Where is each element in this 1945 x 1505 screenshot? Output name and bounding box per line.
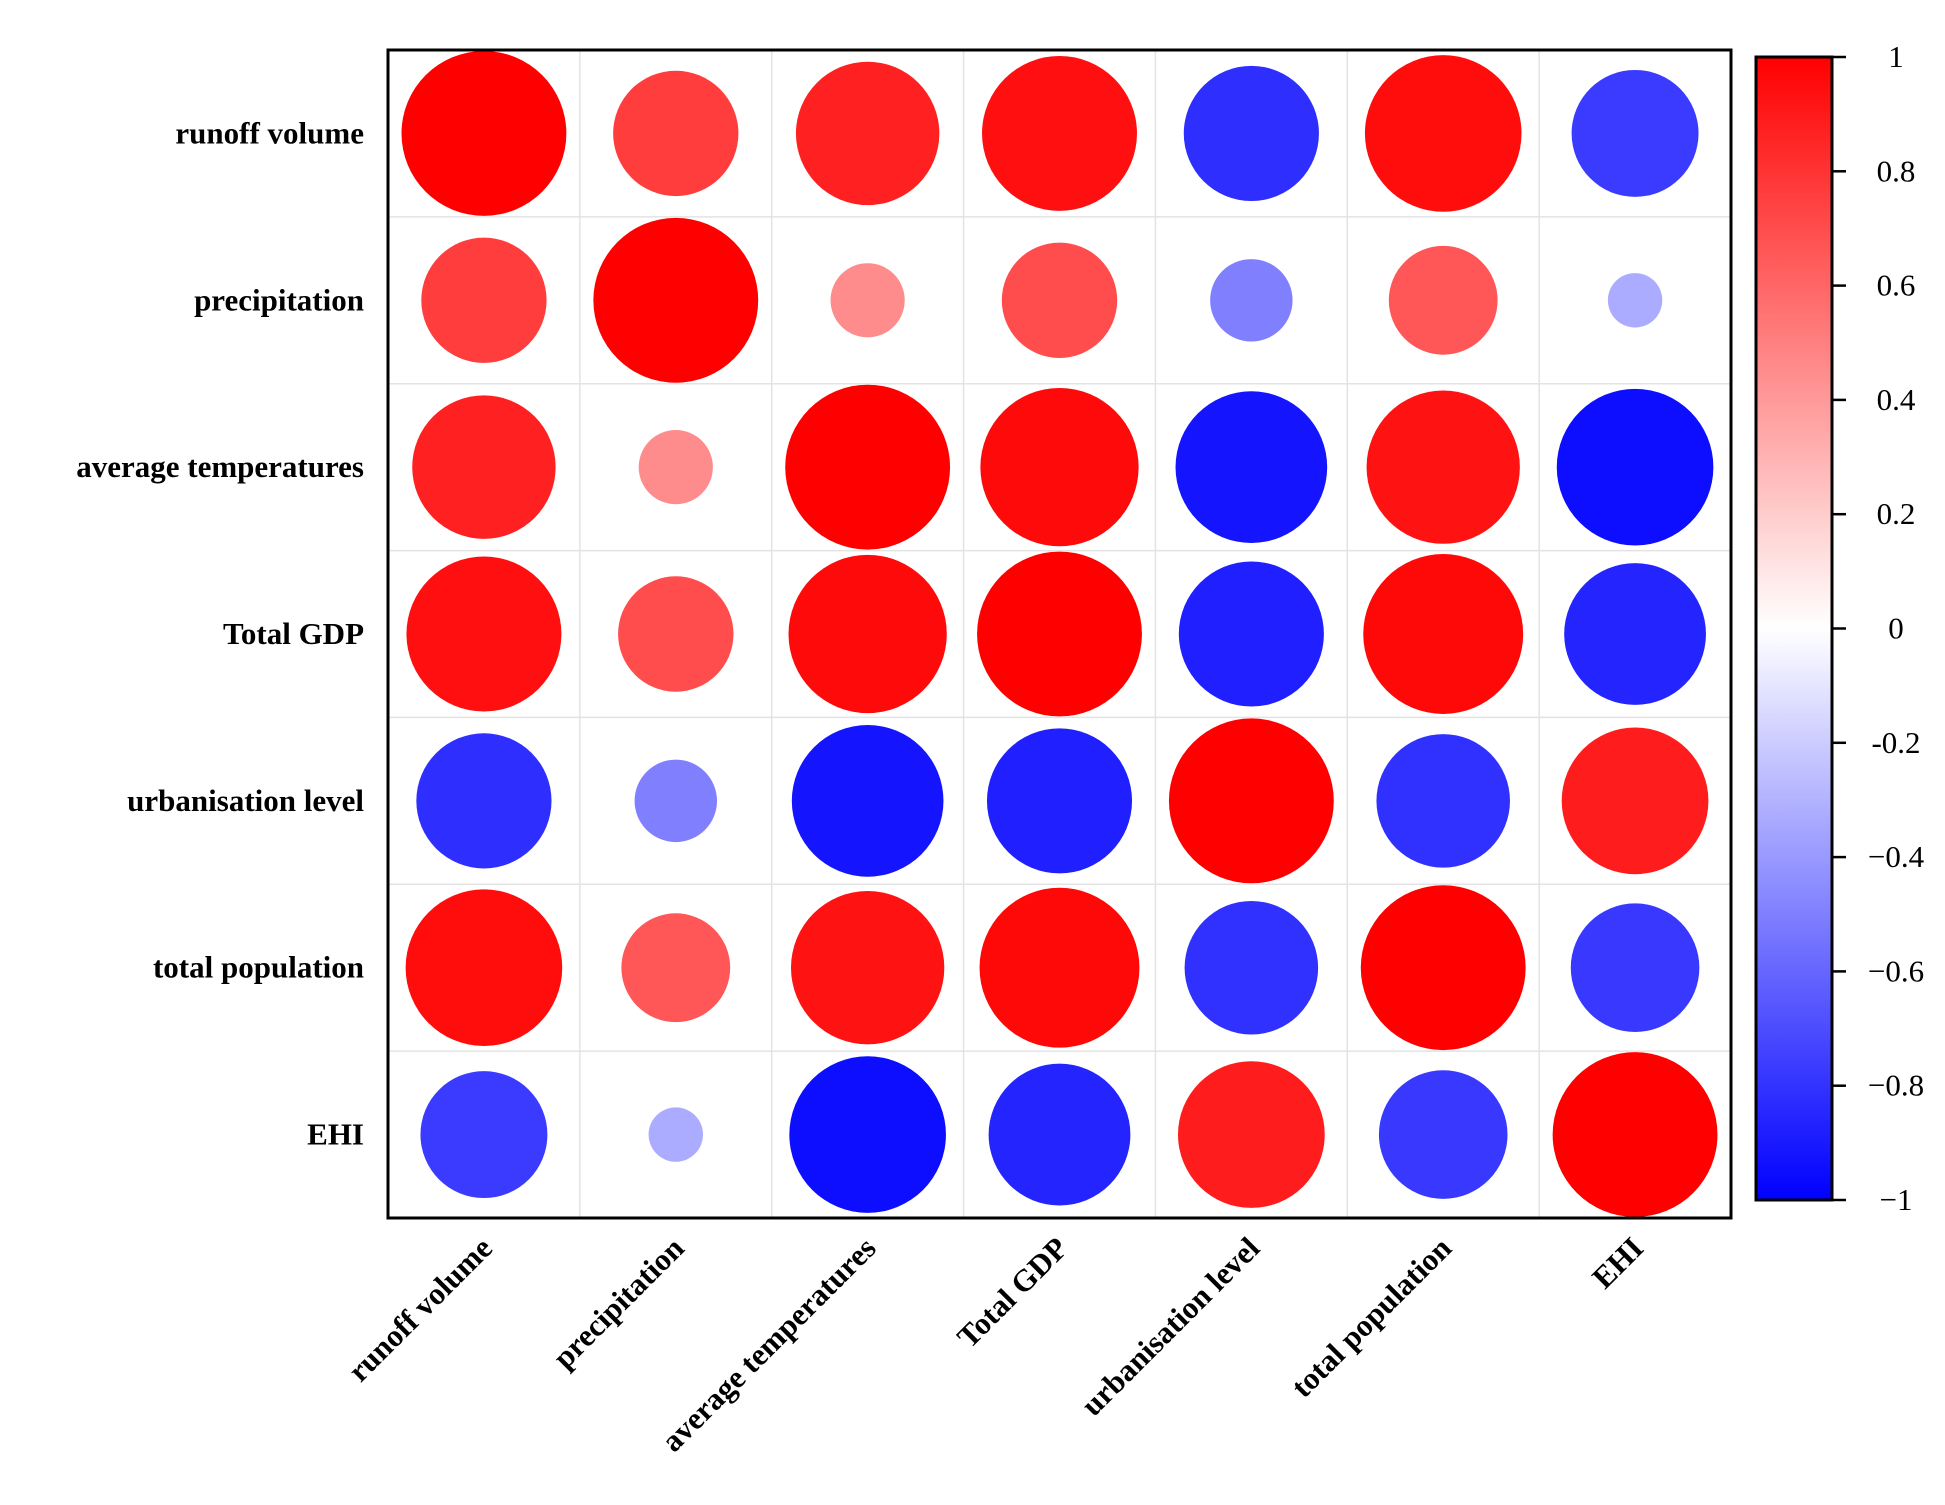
colorbar-tick-label-9: −0.8 xyxy=(1868,1068,1924,1103)
colorbar-tick-label-10: −1 xyxy=(1880,1182,1913,1217)
corr-circle-r4-c3 xyxy=(986,728,1133,874)
corr-circle-r5-c4 xyxy=(1184,900,1319,1035)
row-label-1: precipitation xyxy=(194,282,364,317)
colorbar-tick-label-3: 0.4 xyxy=(1877,382,1916,417)
corr-circle-r2-c3 xyxy=(980,388,1139,547)
corr-circle-r2-c6 xyxy=(1556,388,1714,546)
corr-circle-r3-c5 xyxy=(1363,554,1524,714)
corr-circle-r5-c3 xyxy=(979,887,1140,1048)
corr-circle-r0-c1 xyxy=(613,70,739,197)
corr-circle-r0-c6 xyxy=(1571,69,1699,197)
correlation-circles xyxy=(401,51,1718,1217)
corr-circle-r4-c1 xyxy=(634,759,717,843)
colorbar: 1 0.8 0.6 0.4 0.2 0 -0.2 −0.4 −0.6 −0.8 −1 xyxy=(1754,39,1925,1217)
corr-circle-r0-c0 xyxy=(401,51,567,216)
corr-circle-r1-c1 xyxy=(593,217,759,383)
corr-circle-r2-c0 xyxy=(412,395,556,539)
corr-circle-r2-c2 xyxy=(785,384,951,550)
corr-circle-r3-c1 xyxy=(618,576,734,692)
corr-circle-r2-c1 xyxy=(638,430,713,505)
plot-frame xyxy=(386,48,1733,1220)
grid-lines xyxy=(388,50,1731,1218)
colorbar-tick-label-5: 0 xyxy=(1888,611,1904,646)
corr-circle-r6-c0 xyxy=(420,1071,548,1199)
corr-circle-r3-c3 xyxy=(977,551,1142,717)
corr-circle-r2-c4 xyxy=(1175,391,1328,543)
colorbar-tick-label-0: 1 xyxy=(1888,39,1904,74)
corr-circle-r0-c4 xyxy=(1183,65,1319,202)
colorbar-tick-label-1: 0.8 xyxy=(1877,153,1916,188)
column-label-1: precipitation xyxy=(546,1230,691,1375)
column-label-2: average temperatures xyxy=(654,1230,882,1458)
corr-circle-r1-c4 xyxy=(1210,259,1293,342)
corr-circle-r5-c1 xyxy=(621,913,731,1023)
row-label-5: total population xyxy=(153,950,364,985)
row-labels: runoff volume precipitation average temper… xyxy=(76,115,364,1151)
corr-circle-r0-c2 xyxy=(795,61,940,206)
corr-circle-r1-c2 xyxy=(830,263,905,338)
corr-circle-r4-c6 xyxy=(1561,727,1709,875)
row-label-0: runoff volume xyxy=(175,115,364,150)
row-label-2: average temperatures xyxy=(76,449,364,484)
corr-circle-r4-c4 xyxy=(1168,718,1334,884)
corr-circle-r1-c0 xyxy=(421,237,547,363)
corr-circle-r1-c5 xyxy=(1388,245,1498,355)
corr-circle-r6-c6 xyxy=(1552,1052,1718,1217)
corr-circle-r4-c2 xyxy=(791,725,944,877)
corr-circle-r3-c0 xyxy=(406,556,562,712)
corr-circle-r6-c3 xyxy=(988,1063,1131,1206)
corr-circle-r6-c1 xyxy=(648,1107,703,1162)
corr-circle-r5-c5 xyxy=(1360,885,1526,1051)
row-label-3: Total GDP xyxy=(223,616,364,651)
row-label-6: EHI xyxy=(307,1117,364,1152)
colorbar-tick-label-8: −0.6 xyxy=(1868,953,1924,988)
column-label-3: Total GDP xyxy=(950,1230,1074,1354)
corr-circle-r1-c3 xyxy=(1001,242,1118,358)
corr-circle-r0-c5 xyxy=(1364,55,1522,212)
corr-circle-r5-c6 xyxy=(1570,903,1700,1033)
corr-circle-r6-c2 xyxy=(789,1056,946,1213)
corr-circle-r4-c5 xyxy=(1376,734,1510,868)
corr-circle-r3-c6 xyxy=(1564,563,1706,705)
corr-circle-r5-c2 xyxy=(790,891,945,1045)
row-label-4: urbanisation level xyxy=(127,783,364,818)
corr-circle-r1-c6 xyxy=(1607,273,1663,328)
colorbar-tick-label-2: 0.6 xyxy=(1877,268,1916,303)
corr-circle-r5-c0 xyxy=(405,889,563,1047)
corr-circle-r6-c4 xyxy=(1177,1061,1325,1208)
corr-circle-r2-c5 xyxy=(1366,390,1520,544)
corr-circle-r6-c5 xyxy=(1378,1070,1508,1199)
column-label-0: runoff volume xyxy=(341,1230,499,1388)
column-label-4: urbanisation level xyxy=(1074,1230,1266,1422)
corr-circle-r3-c4 xyxy=(1178,561,1324,707)
colorbar-tick-label-4: 0.2 xyxy=(1877,496,1916,531)
corr-circle-r4-c0 xyxy=(416,733,552,869)
corr-circle-r0-c3 xyxy=(982,55,1137,211)
column-label-6: EHI xyxy=(1585,1230,1650,1295)
colorbar-tick-label-6: -0.2 xyxy=(1871,725,1920,760)
column-label-5: total population xyxy=(1284,1230,1458,1404)
colorbar-gradient xyxy=(1754,55,1834,1202)
colorbar-tick-label-7: −0.4 xyxy=(1868,839,1925,874)
corr-circle-r3-c2 xyxy=(788,554,947,714)
